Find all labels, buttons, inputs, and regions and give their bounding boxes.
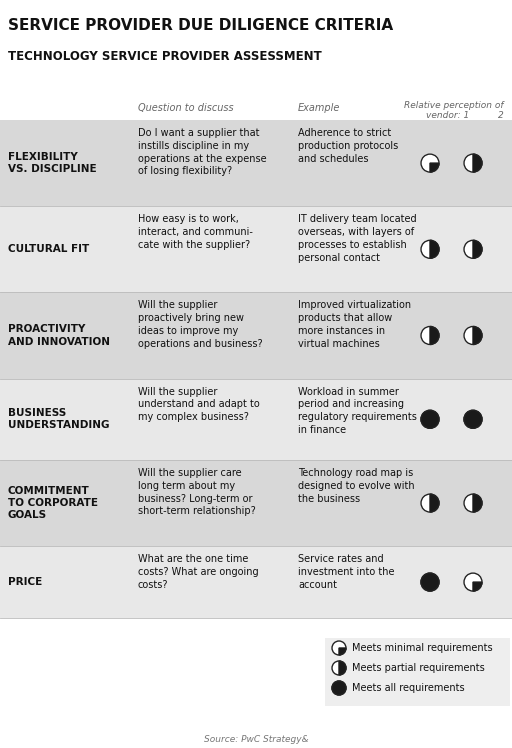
Text: PROACTIVITY
AND INNOVATION: PROACTIVITY AND INNOVATION	[8, 325, 110, 346]
Text: PRICE: PRICE	[8, 577, 42, 587]
Circle shape	[332, 681, 346, 695]
Circle shape	[464, 240, 482, 258]
Wedge shape	[473, 326, 482, 345]
Text: Meets partial requirements: Meets partial requirements	[352, 663, 485, 673]
Text: vendor: 1          2: vendor: 1 2	[426, 111, 504, 120]
Text: Example: Example	[298, 103, 340, 113]
Wedge shape	[430, 240, 439, 258]
Circle shape	[421, 494, 439, 512]
Bar	[0, 546, 512, 618]
Circle shape	[464, 573, 482, 591]
Text: Meets minimal requirements: Meets minimal requirements	[352, 643, 493, 653]
Text: Source: PwC Strategy&: Source: PwC Strategy&	[204, 735, 308, 744]
Bar	[0, 206, 512, 292]
Text: Service rates and
investment into the
account: Service rates and investment into the ac…	[298, 554, 395, 589]
Wedge shape	[473, 494, 482, 512]
Circle shape	[464, 494, 482, 512]
Text: Adherence to strict
production protocols
and schedules: Adherence to strict production protocols…	[298, 128, 398, 164]
Wedge shape	[473, 154, 482, 172]
Text: TECHNOLOGY SERVICE PROVIDER ASSESSMENT: TECHNOLOGY SERVICE PROVIDER ASSESSMENT	[8, 50, 322, 63]
Text: Meets all requirements: Meets all requirements	[352, 683, 464, 693]
Circle shape	[332, 661, 346, 675]
Circle shape	[421, 573, 439, 591]
Bar	[0, 460, 512, 546]
Circle shape	[421, 573, 439, 591]
Text: Will the supplier
understand and adapt to
my complex business?: Will the supplier understand and adapt t…	[138, 387, 260, 422]
Text: BUSINESS
UNDERSTANDING: BUSINESS UNDERSTANDING	[8, 408, 110, 431]
Wedge shape	[339, 661, 346, 675]
Text: IT delivery team located
overseas, with layers of
processes to establish
persona: IT delivery team located overseas, with …	[298, 214, 417, 263]
Circle shape	[332, 681, 346, 695]
Wedge shape	[473, 240, 482, 258]
Text: Do I want a supplier that
instills discipline in my
operations at the expense
of: Do I want a supplier that instills disci…	[138, 128, 267, 177]
Text: Technology road map is
designed to evolve with
the business: Technology road map is designed to evolv…	[298, 468, 415, 503]
Text: What are the one time
costs? What are ongoing
costs?: What are the one time costs? What are on…	[138, 554, 259, 589]
Circle shape	[464, 411, 482, 429]
Circle shape	[332, 641, 346, 655]
Text: Question to discuss: Question to discuss	[138, 103, 233, 113]
Wedge shape	[473, 582, 482, 591]
Wedge shape	[430, 494, 439, 512]
Circle shape	[464, 326, 482, 345]
Circle shape	[421, 240, 439, 258]
Bar	[0, 292, 512, 378]
Text: FLEXIBILITY
VS. DISCIPLINE: FLEXIBILITY VS. DISCIPLINE	[8, 152, 97, 174]
Wedge shape	[339, 648, 346, 655]
Wedge shape	[430, 163, 439, 172]
Text: Will the supplier care
long term about my
business? Long-term or
short-term rela: Will the supplier care long term about m…	[138, 468, 256, 516]
Text: COMMITMENT
TO CORPORATE
GOALS: COMMITMENT TO CORPORATE GOALS	[8, 485, 98, 521]
Text: CULTURAL FIT: CULTURAL FIT	[8, 245, 89, 254]
Bar	[325, 638, 510, 706]
Circle shape	[464, 154, 482, 172]
Text: Workload in summer
period and increasing
regulatory requirements
in finance: Workload in summer period and increasing…	[298, 387, 417, 435]
Wedge shape	[430, 326, 439, 345]
Text: Will the supplier
proactively bring new
ideas to improve my
operations and busin: Will the supplier proactively bring new …	[138, 301, 263, 349]
Circle shape	[421, 411, 439, 429]
Circle shape	[421, 154, 439, 172]
Circle shape	[421, 326, 439, 345]
Text: SERVICE PROVIDER DUE DILIGENCE CRITERIA: SERVICE PROVIDER DUE DILIGENCE CRITERIA	[8, 18, 393, 33]
Bar	[0, 120, 512, 206]
Bar	[0, 378, 512, 460]
Text: How easy is to work,
interact, and communi-
cate with the supplier?: How easy is to work, interact, and commu…	[138, 214, 253, 250]
Text: Relative perception of: Relative perception of	[404, 101, 504, 110]
Circle shape	[421, 411, 439, 429]
Circle shape	[464, 411, 482, 429]
Text: Improved virtualization
products that allow
more instances in
virtual machines: Improved virtualization products that al…	[298, 301, 411, 349]
